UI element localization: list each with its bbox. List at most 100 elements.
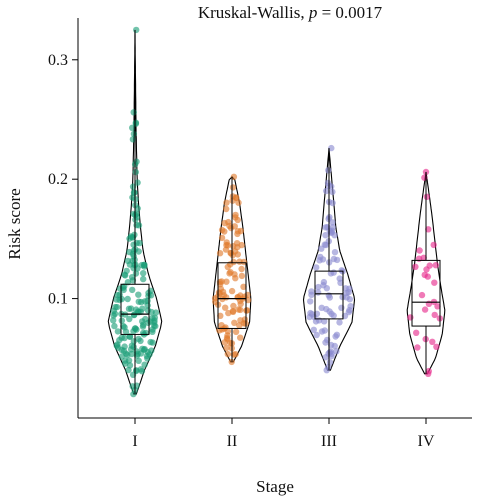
data-point [237,300,244,308]
data-point [425,226,432,233]
data-point [145,319,152,326]
data-point [132,168,139,176]
data-point [329,199,336,207]
data-point [139,323,147,330]
data-point [111,322,118,330]
data-point [308,291,315,298]
data-point [238,241,245,249]
data-point [430,241,437,249]
data-point [129,286,136,294]
data-point [144,297,151,304]
data-point [211,295,219,302]
data-point [318,245,325,252]
data-point [114,328,122,335]
data-point [223,199,230,206]
data-point [133,382,140,389]
plot-area [107,26,446,398]
data-point [118,317,126,324]
data-point [127,233,135,240]
y-tick-label: 0.1 [48,291,68,308]
x-tick-label: III [321,433,337,450]
chart-title: Kruskal-Wallis, p = 0.0017 [198,3,383,22]
data-point [232,328,240,335]
point-cloud [110,26,160,398]
data-point [144,307,152,314]
data-point [141,361,148,368]
data-point [421,174,428,181]
data-point [124,257,132,265]
data-point [232,211,239,219]
data-point [124,295,131,303]
data-point [130,247,137,254]
data-point [216,250,224,257]
data-point [333,348,340,355]
data-point [140,329,147,337]
data-point [140,275,147,283]
data-point [421,271,428,279]
data-point [231,319,238,326]
data-point [229,197,236,204]
data-point [130,311,138,319]
data-point [241,316,249,323]
y-axis-title: Risk score [5,188,24,259]
data-point [327,270,335,277]
y-axis-ticks: 0.1 0.2 0.3 [48,52,78,308]
data-point [129,194,136,201]
data-point [231,248,239,255]
data-point [313,264,320,271]
data-point [226,270,233,277]
data-point [407,314,414,321]
data-point [125,357,133,364]
iqr-box [411,259,441,327]
data-point [224,350,231,358]
data-point [310,326,317,333]
data-point [338,304,345,311]
data-point [228,358,235,366]
data-point [223,205,230,213]
data-point [332,333,339,340]
data-point [116,296,123,304]
data-point [229,308,237,315]
data-point [423,193,430,200]
data-point [221,339,228,346]
y-tick-label: 0.2 [48,171,68,188]
data-point [236,258,243,265]
data-point [307,298,314,305]
data-point [228,287,236,295]
data-point [429,338,436,345]
data-point [337,279,344,286]
data-point [222,304,229,311]
data-point [133,239,140,247]
data-point [110,312,117,319]
data-point [412,263,419,270]
data-point [413,329,420,336]
data-point [323,187,330,195]
x-axis-ticks: I II III IV [132,418,435,450]
point-cloud [211,173,252,366]
violin-group-I [107,26,163,398]
data-point [329,219,336,226]
data-point [325,292,332,299]
data-point [225,218,232,226]
data-point [326,359,334,366]
data-point [336,319,343,326]
x-tick-label: I [132,433,137,450]
data-point [323,285,330,292]
data-point [235,199,242,206]
data-point [415,255,423,262]
data-point [125,305,133,312]
data-point [328,310,335,318]
point-cloud [306,144,354,374]
chart-title-stat-symbol: p [308,3,318,22]
data-point [126,333,134,340]
data-point [114,344,122,351]
data-point [414,344,421,351]
data-point [134,179,141,186]
data-point [313,331,320,339]
data-point [149,326,156,333]
data-point [223,344,230,352]
data-point [151,314,158,321]
data-point [139,318,146,325]
data-point [238,272,246,280]
